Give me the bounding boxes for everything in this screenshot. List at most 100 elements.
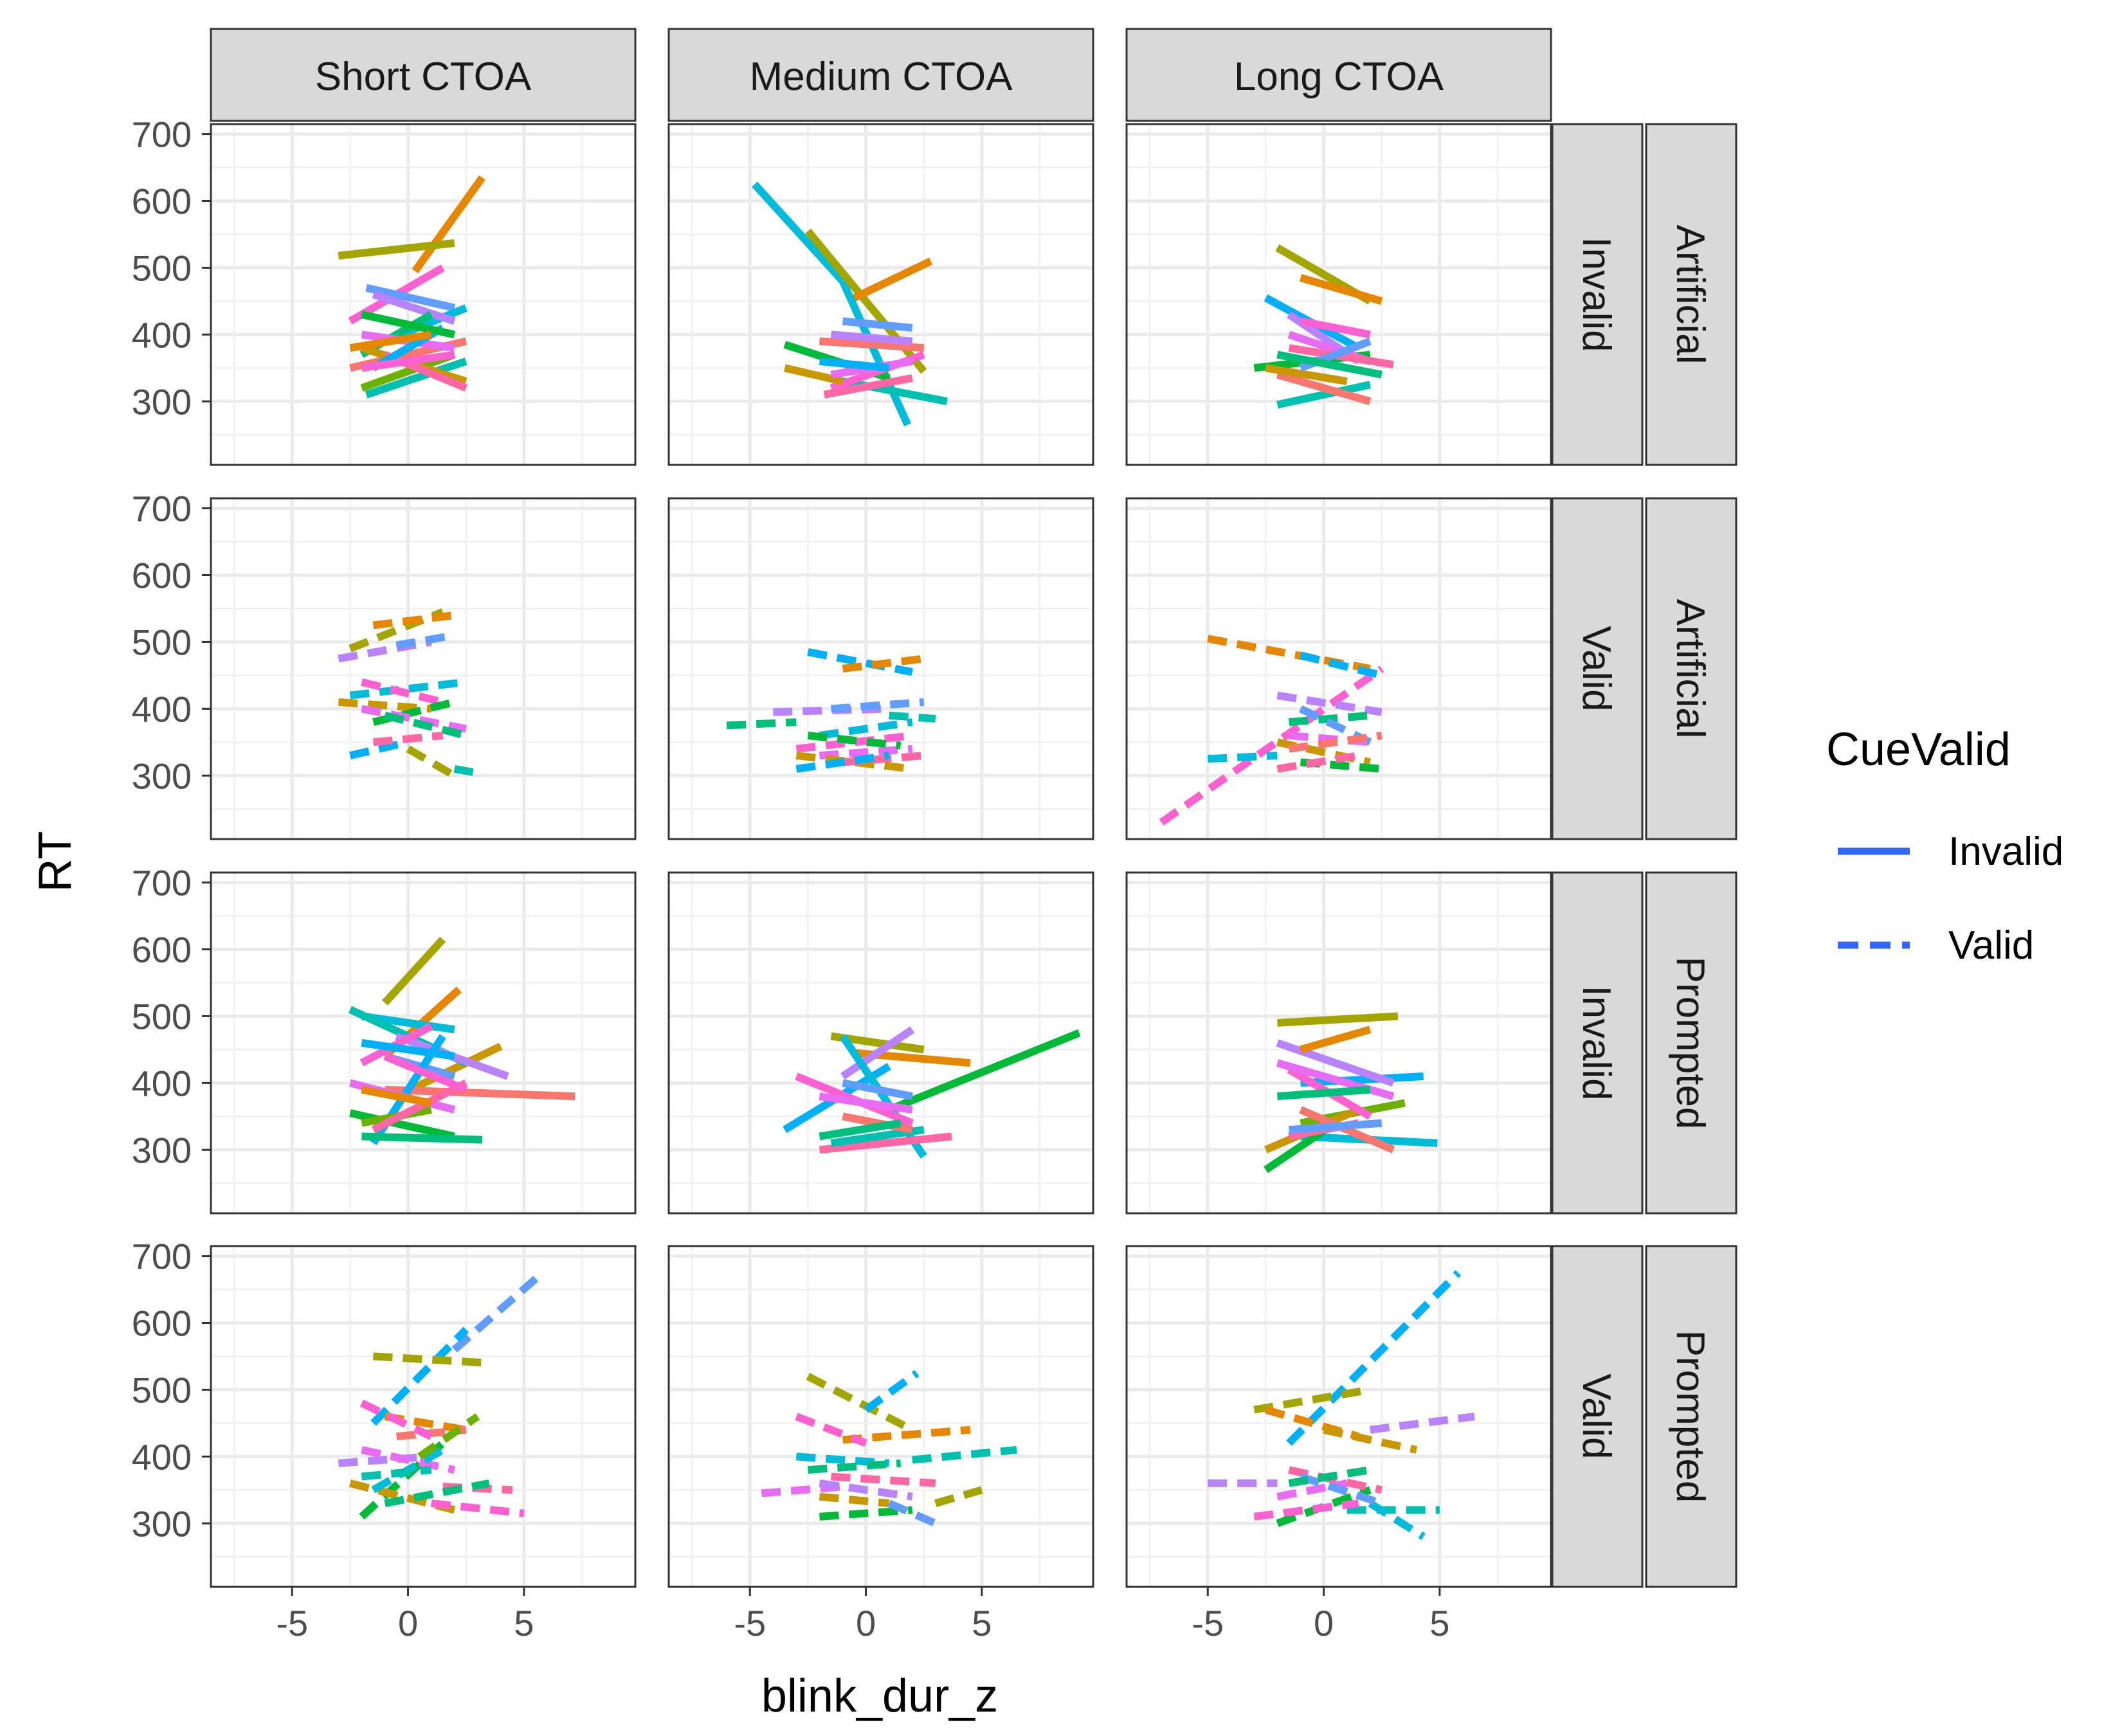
- participant-line: [842, 1079, 913, 1101]
- series-group-r3-c1: [761, 1370, 1017, 1527]
- participant-line: [1289, 1119, 1383, 1134]
- participant-line: [412, 175, 485, 274]
- participant-line: [349, 330, 432, 352]
- cue-strip-label: Invalid: [1574, 237, 1619, 352]
- panel-r2-c2: [1127, 873, 1551, 1213]
- participant-line: [417, 1413, 480, 1460]
- y-tick-label: 300: [132, 755, 192, 796]
- participant-line: [349, 1109, 456, 1141]
- cue-strip: [1551, 497, 1644, 840]
- participant-line: [726, 718, 797, 730]
- participant-line: [349, 678, 467, 700]
- cue-strip: [1551, 871, 1644, 1215]
- condition-strip: [1645, 497, 1737, 840]
- y-axis-title: RT: [30, 831, 81, 892]
- participant-line: [385, 1085, 576, 1101]
- participant-line: [752, 181, 846, 284]
- participant-line: [819, 718, 913, 739]
- panel-r1-c0: [211, 498, 635, 839]
- participant-line: [349, 738, 409, 759]
- participant-line: [1286, 1270, 1461, 1446]
- panel-background: [211, 1246, 635, 1587]
- y-tick-label: 500: [132, 248, 192, 288]
- x-tick-label: 5: [972, 1603, 992, 1643]
- participant-line: [384, 711, 467, 739]
- participant-line: [887, 1029, 1081, 1114]
- y-tick-label: 400: [132, 1436, 192, 1477]
- participant-line: [406, 745, 457, 779]
- x-tick-label: 5: [514, 1603, 534, 1643]
- participant-line: [819, 1119, 902, 1141]
- participant-line: [338, 1452, 432, 1467]
- series-group-r2-c1: [783, 1026, 1081, 1159]
- panel-r0-c2: [1127, 124, 1551, 465]
- series-group-r2-c0: [348, 936, 576, 1146]
- participant-line: [1299, 1106, 1395, 1153]
- participant-line: [1369, 1413, 1475, 1434]
- panel-background: [1127, 124, 1551, 465]
- participant-line: [338, 638, 432, 663]
- y-tick-label: 400: [132, 314, 192, 355]
- y-tick-label: 400: [132, 1063, 192, 1103]
- participant-line: [1253, 1499, 1359, 1521]
- y-tick-label: 500: [132, 1370, 192, 1410]
- y-tick-label: 400: [132, 689, 192, 729]
- participant-line: [453, 764, 474, 776]
- participant-line: [360, 678, 444, 706]
- participant-line: [1276, 1085, 1371, 1101]
- participant-line: [1299, 1472, 1383, 1507]
- participant-line: [795, 752, 913, 773]
- participant-line: [361, 705, 467, 733]
- column-strip: [667, 28, 1094, 122]
- panel-background: [669, 124, 1093, 465]
- panel-background: [1127, 1246, 1551, 1587]
- participant-line: [395, 631, 455, 649]
- participant-line: [1276, 1479, 1348, 1501]
- column-strip-label: Medium CTOA: [750, 55, 1013, 99]
- participant-line: [430, 1499, 525, 1517]
- condition-strip: [1645, 871, 1737, 1215]
- participant-line: [819, 1492, 890, 1508]
- participant-line: [1276, 1059, 1395, 1100]
- participant-line: [361, 1039, 455, 1060]
- y-tick-label: 300: [132, 1503, 192, 1544]
- panel-border: [210, 497, 637, 840]
- legend-title: CueValid: [1826, 724, 2011, 775]
- series-group-r3-c0: [338, 1270, 545, 1520]
- participant-line: [806, 1373, 914, 1434]
- participant-line: [383, 1053, 468, 1094]
- x-axis-title: blink_dur_z: [761, 1670, 998, 1722]
- participant-line: [807, 648, 913, 676]
- participant-line: [1276, 370, 1372, 406]
- cue-strip: [1551, 123, 1644, 466]
- panel-border: [1125, 497, 1552, 840]
- participant-line: [1159, 665, 1384, 826]
- x-tick-label: 5: [1429, 1603, 1449, 1643]
- participant-line: [1299, 1026, 1372, 1054]
- participant-line: [1288, 1466, 1383, 1494]
- participant-line: [372, 731, 444, 746]
- participant-line: [830, 330, 913, 345]
- legend: CueValid Invalid Valid: [1826, 724, 2063, 968]
- participant-line: [361, 1466, 432, 1481]
- series-group-r1-c2: [1159, 635, 1384, 826]
- participant-line: [370, 1326, 469, 1426]
- participant-line: [382, 936, 446, 1006]
- panel-r3-c2: [1127, 1246, 1551, 1587]
- participant-line: [361, 1446, 455, 1474]
- participant-line: [451, 1270, 545, 1353]
- participant-line: [1276, 1486, 1372, 1527]
- participant-line: [1253, 1386, 1371, 1414]
- x-tick-label: -5: [734, 1603, 766, 1643]
- participant-line: [831, 1472, 936, 1487]
- participant-line: [1299, 274, 1383, 305]
- panel-background: [1127, 873, 1551, 1213]
- y-tick-label: 700: [132, 489, 192, 529]
- participant-line: [361, 311, 455, 339]
- participant-line: [361, 350, 455, 372]
- participant-line: [819, 745, 913, 760]
- participant-line: [819, 1132, 952, 1154]
- column-strip: [1125, 28, 1552, 122]
- y-tick-label: 600: [132, 556, 192, 596]
- participant-line: [359, 1399, 433, 1440]
